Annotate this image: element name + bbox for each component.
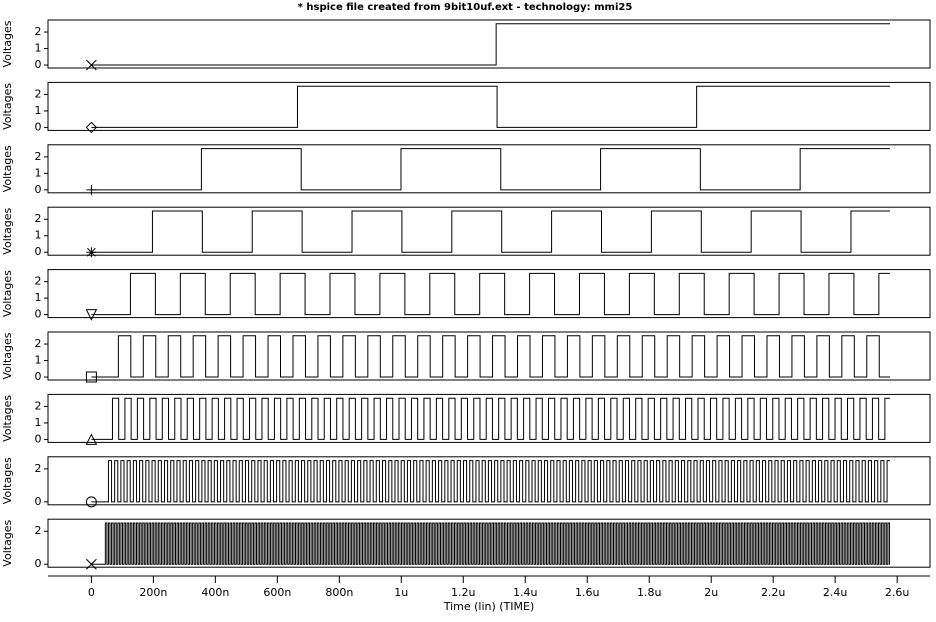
start-marker [85,309,98,321]
y-tick-label: 1 [35,104,42,117]
panel-frame [47,518,931,568]
waveform [91,85,891,128]
y-tick-label: 0 [35,495,42,508]
x-tick-label: 1.8u [637,586,661,599]
y-axis-label: Voltages [1,83,14,130]
start-marker [86,558,97,570]
y-axis-label: Voltages [1,145,14,192]
y-tick-label: 0 [35,58,42,71]
waveform [91,148,891,191]
panel-frame [47,144,931,194]
y-axis-label: Voltages [1,207,14,254]
y-axis-label: Voltages [1,457,14,504]
panel-frame [47,206,931,256]
y-tick-label: 1 [35,291,42,304]
y-tick-label: 2 [35,337,42,350]
waveform [91,272,891,316]
y-tick-label: 0 [35,120,42,133]
x-tick-label: 1.2u [451,586,475,599]
y-tick-label: 2 [35,524,42,537]
y-tick-label: 0 [35,183,42,196]
x-tick-label: 0 [88,586,95,599]
y-axis-label: Voltages [1,20,14,67]
y-tick-label: 0 [35,308,42,321]
start-marker [85,371,97,383]
y-axis-label: Voltages [1,519,14,566]
start-marker [85,433,98,445]
y-tick-label: 2 [35,25,42,38]
y-axis-label: Voltages [1,395,14,442]
y-tick-label: 2 [35,150,42,163]
waveform [91,460,891,503]
x-tick-label: 600n [263,586,291,599]
panel-frame [47,81,931,131]
x-axis-label: Time (lin) (TIME) [443,600,535,613]
y-axis-label: Voltages [1,270,14,317]
y-tick-label: 1 [35,229,42,242]
panel-frame [47,456,931,506]
y-tick-label: 0 [35,370,42,383]
y-tick-label: 2 [35,275,42,288]
x-tick-label: 800n [325,586,353,599]
waveform [91,23,891,66]
y-axis-label: Voltages [1,332,14,379]
y-tick-label: 0 [35,245,42,258]
x-tick-label: 2.6u [885,586,909,599]
waveform [91,210,891,253]
y-tick-label: 0 [35,432,42,445]
y-tick-label: 1 [35,166,42,179]
y-tick-label: 1 [35,416,42,429]
waveform [91,522,891,565]
y-tick-label: 2 [35,87,42,100]
panel-frame [47,269,931,319]
panel-frame [47,19,931,69]
y-tick-label: 1 [35,354,42,367]
y-tick-label: 2 [35,399,42,412]
x-tick-label: 1.6u [575,586,599,599]
waveform [91,397,891,440]
start-marker [86,247,97,258]
y-tick-label: 2 [35,212,42,225]
x-tick-label: 2.4u [823,586,847,599]
start-marker [85,121,98,134]
y-tick-label: 2 [35,462,42,475]
start-marker [85,496,97,508]
x-tick-label: 1.4u [513,586,537,599]
y-tick-label: 1 [35,42,42,55]
chart-title: * hspice file created from 9bit10uf.ext … [298,2,633,13]
panel-frame [47,331,931,381]
waveform [91,335,891,378]
y-tick-label: 0 [35,557,42,570]
x-tick-label: 400n [201,586,229,599]
panel-frame [47,393,931,443]
x-tick-label: 2.2u [761,586,785,599]
x-tick-label: 200n [139,586,167,599]
start-marker [86,184,97,195]
x-tick-label: 2u [704,586,718,599]
x-tick-label: 1u [394,586,408,599]
start-marker [86,59,97,71]
